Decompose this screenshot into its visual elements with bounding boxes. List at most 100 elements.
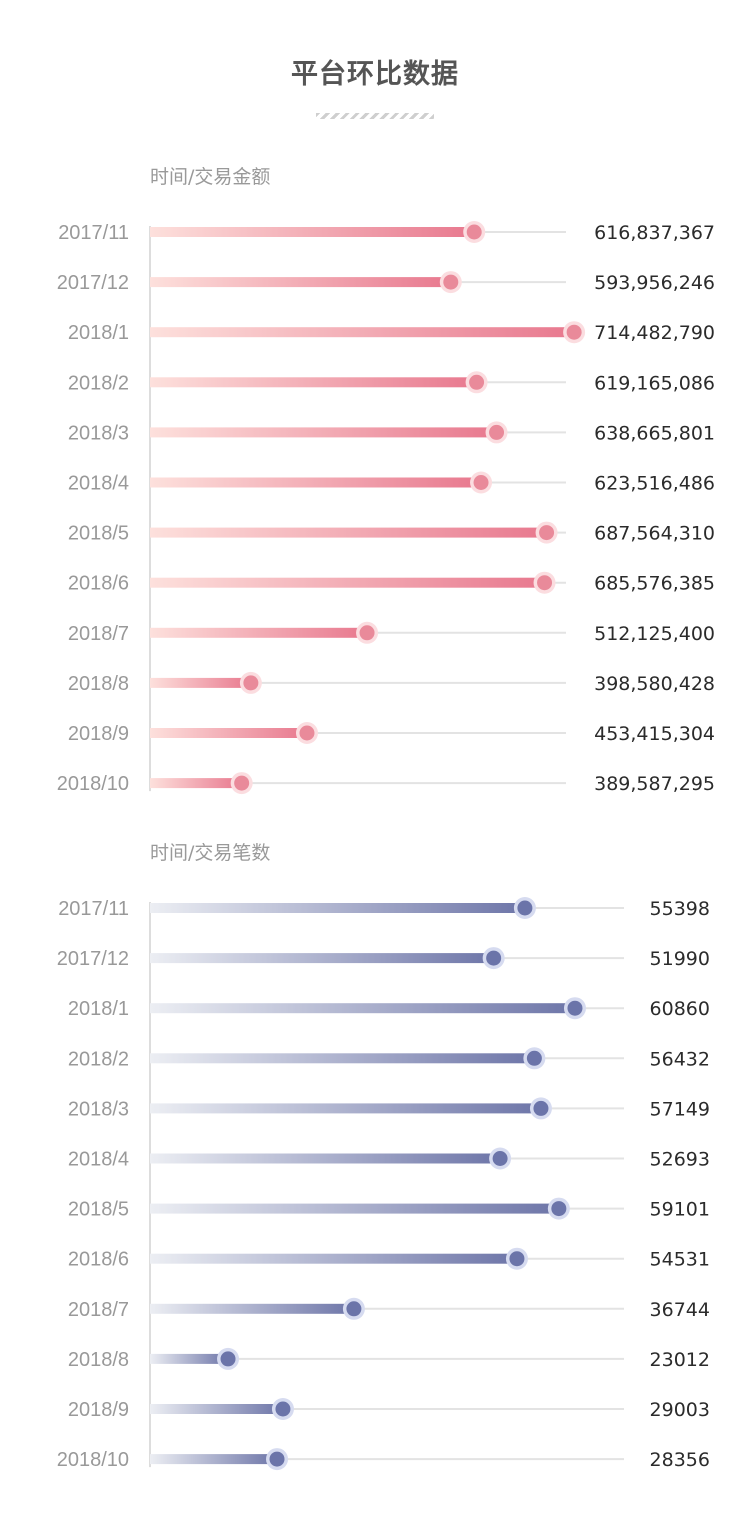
category-label: 2018/8 xyxy=(68,673,129,695)
category-label: 2018/5 xyxy=(68,1199,129,1221)
count-section-caption: 时间/交易笔数 xyxy=(150,842,271,864)
bar-endpoint-dot xyxy=(551,1201,567,1217)
value-label: 619,165,086 xyxy=(594,372,715,394)
bar xyxy=(150,903,525,913)
bar-endpoint-dot xyxy=(234,775,250,791)
value-label: 616,837,367 xyxy=(594,222,715,244)
category-label: 2018/10 xyxy=(57,1449,129,1471)
category-label: 2018/3 xyxy=(68,1098,129,1120)
value-label: 36744 xyxy=(650,1299,710,1321)
value-label: 29003 xyxy=(650,1399,710,1421)
bar-endpoint-dot xyxy=(566,324,582,340)
value-label: 52693 xyxy=(650,1149,710,1171)
bar xyxy=(150,1353,229,1364)
value-label: 512,125,400 xyxy=(594,623,715,645)
bar xyxy=(150,1053,535,1064)
category-label: 2017/11 xyxy=(58,222,129,244)
value-label: 51990 xyxy=(650,948,710,970)
bar xyxy=(150,477,482,488)
bar-endpoint-dot xyxy=(473,475,489,490)
bar xyxy=(150,1253,517,1264)
bar xyxy=(150,728,307,738)
bar xyxy=(150,1303,354,1314)
category-label: 2018/8 xyxy=(68,1349,129,1371)
amount-chart: 2017/11 616,837,367 2017/12 593,956,246 2018… xyxy=(57,221,715,795)
value-label: 60860 xyxy=(650,998,710,1020)
category-label: 2018/1 xyxy=(68,998,129,1020)
category-label: 2018/2 xyxy=(68,1048,129,1070)
bar-endpoint-dot xyxy=(489,424,505,440)
bar-endpoint-dot xyxy=(486,950,502,966)
value-label: 389,587,295 xyxy=(594,773,715,795)
value-label: 57149 xyxy=(650,1098,710,1120)
value-label: 593,956,246 xyxy=(594,272,715,294)
bar-endpoint-dot xyxy=(517,900,533,916)
bar xyxy=(150,1404,283,1414)
value-label: 687,564,310 xyxy=(594,523,715,545)
bar-endpoint-dot xyxy=(346,1301,362,1317)
category-label: 2017/11 xyxy=(58,898,129,920)
bar xyxy=(150,227,475,237)
category-label: 2018/4 xyxy=(68,1149,129,1171)
value-label: 55398 xyxy=(650,898,710,920)
bar-endpoint-dot xyxy=(539,525,555,541)
amount-section-caption: 时间/交易金额 xyxy=(150,166,271,188)
bar-endpoint-dot xyxy=(492,1151,508,1166)
bar-endpoint-dot xyxy=(537,575,553,591)
bar xyxy=(150,1454,278,1465)
category-label: 2018/9 xyxy=(68,723,129,745)
count-chart: 2017/11 55398 2017/12 51990 2018/1 60860 2018/… xyxy=(57,897,710,1471)
title-underline-decoration xyxy=(316,113,434,119)
category-label: 2018/9 xyxy=(68,1399,129,1421)
bar-endpoint-dot xyxy=(469,374,485,390)
category-label: 2018/6 xyxy=(68,573,129,595)
bar-endpoint-dot xyxy=(275,1401,291,1417)
value-label: 685,576,385 xyxy=(594,573,715,595)
category-label: 2018/3 xyxy=(68,422,129,444)
bar-endpoint-dot xyxy=(526,1050,542,1066)
bar xyxy=(150,1203,559,1214)
bar xyxy=(150,277,451,288)
bar-endpoint-dot xyxy=(220,1351,236,1367)
value-label: 453,415,304 xyxy=(594,723,715,745)
category-label: 2018/7 xyxy=(68,623,129,645)
value-label: 28356 xyxy=(650,1449,710,1471)
value-label: 23012 xyxy=(650,1349,710,1371)
category-label: 2018/2 xyxy=(68,372,129,394)
bar-endpoint-dot xyxy=(533,1100,549,1116)
bar-endpoint-dot xyxy=(567,1000,583,1016)
bar xyxy=(150,327,575,338)
bar-endpoint-dot xyxy=(466,224,482,240)
bar xyxy=(150,1103,541,1114)
category-label: 2018/10 xyxy=(57,773,129,795)
category-label: 2018/7 xyxy=(68,1299,129,1321)
bar xyxy=(150,677,251,688)
value-label: 638,665,801 xyxy=(594,422,715,444)
bar-endpoint-dot xyxy=(359,625,375,641)
bar xyxy=(150,627,368,638)
value-label: 398,580,428 xyxy=(594,673,715,695)
bar xyxy=(150,778,242,789)
bar xyxy=(150,1153,501,1164)
bar xyxy=(150,527,547,538)
bar-endpoint-dot xyxy=(243,675,259,691)
category-label: 2018/5 xyxy=(68,523,129,545)
value-label: 59101 xyxy=(650,1199,710,1221)
category-label: 2017/12 xyxy=(57,272,129,294)
value-label: 623,516,486 xyxy=(594,473,715,495)
bar-endpoint-dot xyxy=(443,274,459,290)
bar xyxy=(150,1003,575,1014)
value-label: 56432 xyxy=(650,1048,710,1070)
value-label: 54531 xyxy=(650,1249,710,1271)
value-label: 714,482,790 xyxy=(594,322,715,344)
category-label: 2017/12 xyxy=(57,948,129,970)
bar-endpoint-dot xyxy=(299,725,315,741)
bar xyxy=(150,577,545,588)
category-label: 2018/1 xyxy=(68,322,129,344)
bar xyxy=(150,953,494,964)
bar-endpoint-dot xyxy=(269,1451,285,1467)
category-label: 2018/6 xyxy=(68,1249,129,1271)
page-title: 平台环比数据 xyxy=(291,59,459,90)
category-label: 2018/4 xyxy=(68,473,129,495)
bar-endpoint-dot xyxy=(509,1251,525,1267)
